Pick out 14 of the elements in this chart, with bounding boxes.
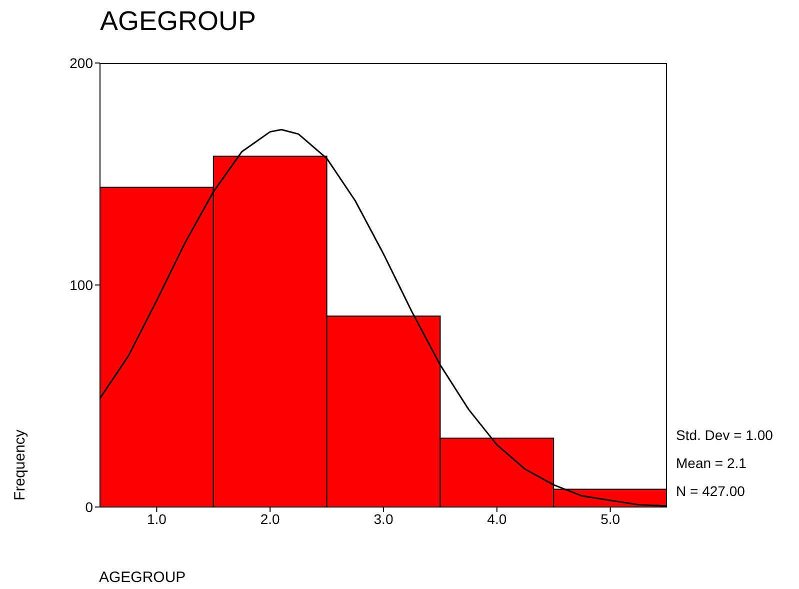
y-axis-title: Frequency [12, 430, 28, 500]
text: N = 427.00 [676, 483, 745, 499]
y-tick-label: 0 [85, 498, 94, 515]
x-tick-label: 5.0 [600, 510, 620, 527]
text: Mean = 2.1 [676, 455, 746, 471]
y-tick-label: 200 [70, 54, 94, 71]
x-axis-title: AGEGROUP [99, 569, 186, 586]
x-tick-label: 3.0 [374, 510, 394, 527]
x-tick-label: 1.0 [146, 510, 167, 527]
text: Std. Dev = 1.00 [676, 427, 773, 443]
chart-title: AGEGROUP [100, 6, 256, 37]
y-tick-label: 100 [70, 276, 94, 293]
x-tick-label: 2.0 [260, 510, 280, 527]
x-tick-label: 4.0 [487, 510, 507, 527]
